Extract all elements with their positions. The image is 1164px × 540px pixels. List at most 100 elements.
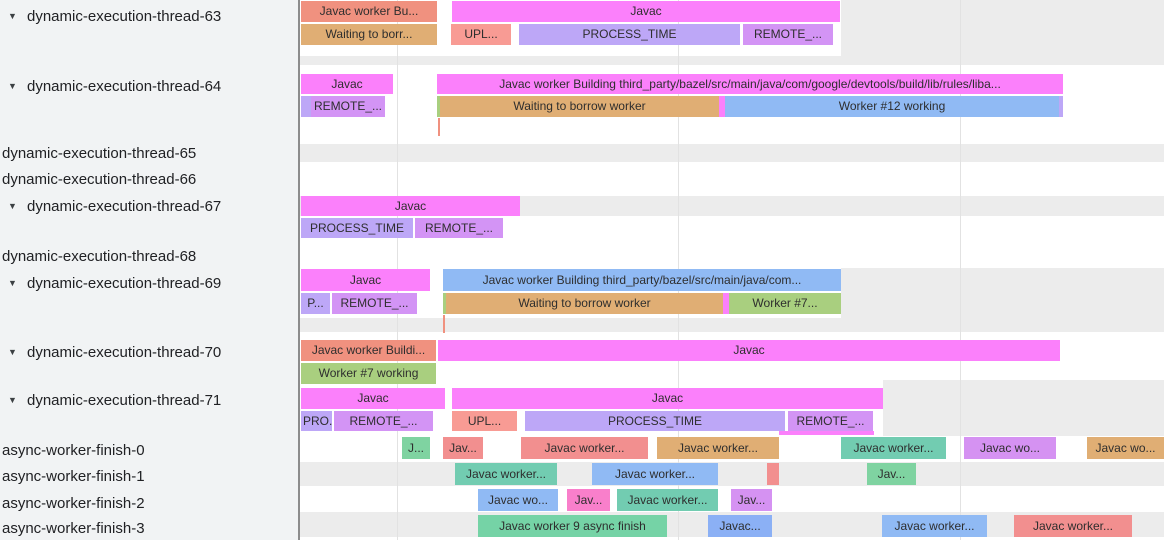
slice-bar[interactable]: J... <box>402 437 430 459</box>
track-label: async-worker-finish-1 <box>2 467 145 485</box>
track-row-dynamic-execution-thread-68[interactable]: dynamic-execution-thread-68 <box>0 246 298 266</box>
slice-bar[interactable]: REMOTE_... <box>311 96 385 117</box>
slice-bar[interactable]: Javac worker... <box>657 437 779 459</box>
slice-bar[interactable]: Javac worker Buildi... <box>301 340 436 361</box>
slice-bar[interactable]: Jav... <box>867 463 916 485</box>
gridline <box>960 0 961 540</box>
slice-bar[interactable]: P... <box>301 293 330 314</box>
slice-bar[interactable]: Jav... <box>731 489 772 511</box>
slice-bar[interactable]: Javac <box>301 196 520 216</box>
track-row-async-worker-finish-0[interactable]: async-worker-finish-0 <box>0 440 298 460</box>
slice-bar[interactable]: Javac worker Building third_party/bazel/… <box>437 74 1063 94</box>
instant-marker[interactable] <box>443 315 445 333</box>
slice-bar[interactable]: REMOTE_... <box>788 411 873 431</box>
slice-bar[interactable]: REMOTE_... <box>743 24 833 45</box>
track-row-dynamic-execution-thread-65[interactable]: dynamic-execution-thread-65 <box>0 143 298 163</box>
track-row-dynamic-execution-thread-63[interactable]: ▼ dynamic-execution-thread-63 <box>0 6 298 26</box>
expander-icon[interactable]: ▼ <box>8 278 17 288</box>
track-row-dynamic-execution-thread-70[interactable]: ▼ dynamic-execution-thread-70 <box>0 342 298 362</box>
slice-label: Jav... <box>574 493 603 507</box>
slice-bar[interactable]: Javac worker... <box>617 489 718 511</box>
slice-bar[interactable]: Javac <box>301 74 393 94</box>
slice-bar[interactable]: Worker #7... <box>729 293 841 314</box>
slice-bar[interactable]: Javac... <box>708 515 772 537</box>
track-row-dynamic-execution-thread-66[interactable]: dynamic-execution-thread-66 <box>0 169 298 189</box>
slice-bar[interactable] <box>301 96 311 117</box>
slice-bar[interactable] <box>719 96 725 117</box>
track-label: dynamic-execution-thread-65 <box>2 144 197 162</box>
slice-bar[interactable]: UPL... <box>451 24 511 45</box>
track-row-dynamic-execution-thread-71[interactable]: ▼ dynamic-execution-thread-71 <box>0 390 298 410</box>
track-label: dynamic-execution-thread-67 <box>27 197 222 215</box>
slice-bar[interactable]: Javac worker... <box>882 515 987 537</box>
slice-label: Javac worker Buildi... <box>311 343 426 357</box>
slice-label: PROCESS_TIME <box>607 414 703 428</box>
slice-bar[interactable]: Javac worker 9 async finish <box>478 515 667 537</box>
track-row-dynamic-execution-thread-64[interactable]: ▼ dynamic-execution-thread-64 <box>0 76 298 96</box>
track-row-dynamic-execution-thread-69[interactable]: ▼ dynamic-execution-thread-69 <box>0 273 298 293</box>
slice-bar[interactable]: Worker #7 working <box>301 363 436 384</box>
slice-label: Worker #12 working <box>838 99 946 113</box>
slice-label: Javac worker Building third_party/bazel/… <box>499 77 1001 91</box>
slice-label: Javac <box>349 273 382 287</box>
expander-icon[interactable]: ▼ <box>8 395 17 405</box>
slice-bar[interactable]: Jav... <box>567 489 610 511</box>
slice-bar[interactable] <box>767 463 779 485</box>
slice-bar[interactable]: Javac worker... <box>455 463 557 485</box>
slice-bar[interactable]: PROCESS_TIME <box>519 24 740 45</box>
slice-bar[interactable] <box>437 96 441 117</box>
slice-bar[interactable]: Waiting to borrow worker <box>440 96 719 117</box>
slice-strip[interactable] <box>779 431 874 435</box>
track-label: dynamic-execution-thread-63 <box>27 7 222 25</box>
slice-label: REMOTE_... <box>349 414 418 428</box>
slice-bar[interactable]: Javac wo... <box>964 437 1056 459</box>
expander-icon[interactable]: ▼ <box>8 81 17 91</box>
row-band <box>883 380 1164 436</box>
track-row-async-worker-finish-1[interactable]: async-worker-finish-1 <box>0 466 298 486</box>
slice-bar[interactable] <box>723 293 729 314</box>
slice-label: REMOTE_... <box>796 414 865 428</box>
slice-label: REMOTE_... <box>424 221 493 235</box>
slice-bar[interactable]: Javac worker... <box>592 463 718 485</box>
slice-bar[interactable]: Javac wo... <box>1087 437 1164 459</box>
slice-bar[interactable]: REMOTE_... <box>415 218 503 238</box>
slice-bar[interactable]: Javac <box>301 269 430 291</box>
slice-bar[interactable] <box>1059 96 1063 117</box>
instant-marker[interactable] <box>438 118 440 136</box>
expander-icon[interactable]: ▼ <box>8 201 17 211</box>
slice-bar[interactable]: Jav... <box>443 437 483 459</box>
slice-bar[interactable]: Worker #12 working <box>725 96 1059 117</box>
slice-label: REMOTE_... <box>340 296 409 310</box>
slice-bar[interactable] <box>443 293 447 314</box>
slice-bar[interactable]: Javac worker... <box>521 437 648 459</box>
slice-bar[interactable]: Javac <box>452 1 840 22</box>
slice-label: Javac <box>733 343 765 357</box>
slice-bar[interactable]: Javac <box>301 388 445 409</box>
slice-bar[interactable]: Waiting to borrow worker <box>446 293 723 314</box>
slice-bar[interactable]: UPL... <box>452 411 517 431</box>
slice-bar[interactable]: PRO... <box>301 411 332 431</box>
track-row-async-worker-finish-3[interactable]: async-worker-finish-3 <box>0 518 298 538</box>
expander-icon[interactable]: ▼ <box>8 347 17 357</box>
track-label: dynamic-execution-thread-69 <box>27 274 222 292</box>
expander-icon[interactable]: ▼ <box>8 11 17 21</box>
slice-bar[interactable]: Javac <box>452 388 883 409</box>
track-row-async-worker-finish-2[interactable]: async-worker-finish-2 <box>0 493 298 513</box>
slice-label: Worker #7... <box>752 296 818 310</box>
slice-bar[interactable]: Javac worker... <box>1014 515 1132 537</box>
slice-bar[interactable]: PROCESS_TIME <box>301 218 413 238</box>
slice-label: PRO... <box>303 414 332 428</box>
slice-bar[interactable]: Javac worker... <box>841 437 946 459</box>
slice-bar[interactable]: REMOTE_... <box>334 411 433 431</box>
slice-bar[interactable]: REMOTE_... <box>332 293 417 314</box>
row-band <box>300 318 1164 332</box>
slice-bar[interactable]: Javac worker Building third_party/bazel/… <box>443 269 841 291</box>
slice-bar[interactable]: Javac worker Bu... <box>301 1 437 22</box>
slice-bar[interactable]: Javac <box>438 340 1060 361</box>
row-band <box>841 268 1164 318</box>
slice-bar[interactable]: Waiting to borr... <box>301 24 437 45</box>
slice-label: PROCESS_TIME <box>309 221 405 235</box>
slice-bar[interactable]: PROCESS_TIME <box>525 411 785 431</box>
track-row-dynamic-execution-thread-67[interactable]: ▼ dynamic-execution-thread-67 <box>0 196 298 216</box>
slice-bar[interactable]: Javac wo... <box>478 489 558 511</box>
